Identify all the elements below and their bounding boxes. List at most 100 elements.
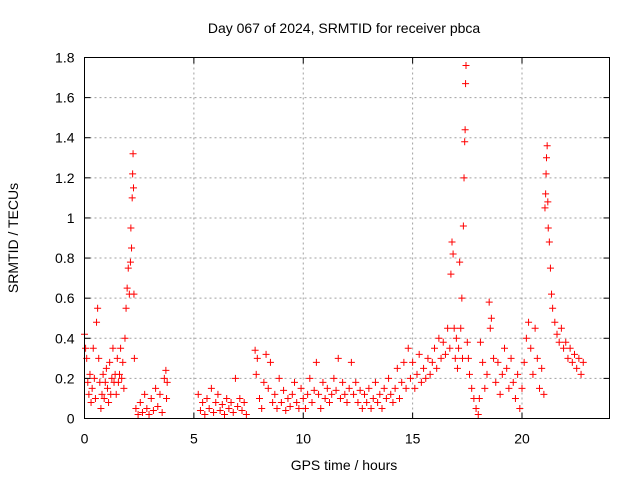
data-point xyxy=(225,404,233,412)
data-point xyxy=(93,318,101,326)
data-point xyxy=(560,344,568,352)
data-point xyxy=(516,404,524,412)
data-point xyxy=(463,338,471,346)
data-point xyxy=(459,354,466,362)
data-point xyxy=(119,358,127,366)
data-point xyxy=(437,354,445,362)
data-point xyxy=(520,358,528,366)
data-point xyxy=(227,398,235,406)
data-point xyxy=(347,358,355,366)
data-point xyxy=(345,384,353,392)
data-point xyxy=(94,304,102,312)
data-point xyxy=(544,224,552,232)
data-point xyxy=(409,358,417,366)
data-point xyxy=(163,394,171,402)
data-point xyxy=(354,398,362,406)
y-tick-label: 0.4 xyxy=(55,330,75,346)
data-point xyxy=(466,370,473,378)
data-point xyxy=(562,338,570,346)
data-point xyxy=(317,404,325,412)
data-point xyxy=(132,404,140,412)
data-point xyxy=(264,384,272,392)
data-point xyxy=(216,406,224,414)
data-point xyxy=(350,390,358,398)
data-point xyxy=(91,394,99,402)
data-point xyxy=(507,354,515,362)
data-point xyxy=(378,404,386,412)
data-point xyxy=(236,394,244,402)
data-point xyxy=(446,344,454,352)
data-point xyxy=(433,364,441,372)
data-point xyxy=(163,378,171,386)
x-tick-label: 20 xyxy=(514,431,530,447)
data-point xyxy=(280,386,288,394)
data-point xyxy=(214,390,222,398)
data-point xyxy=(439,338,447,346)
data-point xyxy=(531,324,539,332)
data-point xyxy=(459,222,467,230)
data-point xyxy=(435,334,443,342)
data-point xyxy=(475,394,483,402)
data-point xyxy=(339,378,347,386)
data-point xyxy=(571,350,578,358)
data-point xyxy=(472,404,480,412)
data-point xyxy=(126,258,134,266)
data-point xyxy=(297,384,305,392)
data-point xyxy=(356,386,364,394)
x-tick-label: 10 xyxy=(295,431,311,447)
data-point xyxy=(145,410,153,418)
data-point xyxy=(271,390,279,398)
data-point xyxy=(382,394,390,402)
data-points-layer xyxy=(81,62,587,418)
data-point xyxy=(273,404,281,412)
data-point xyxy=(334,354,342,362)
data-point xyxy=(138,408,146,416)
data-point xyxy=(422,374,430,382)
data-point xyxy=(306,374,314,382)
data-point xyxy=(529,370,537,378)
data-point xyxy=(128,244,136,252)
data-point xyxy=(456,258,464,266)
data-point xyxy=(444,324,452,332)
data-point xyxy=(288,390,296,398)
chart-title: Day 067 of 2024, SRMTID for receiver pbc… xyxy=(208,20,481,36)
data-point xyxy=(505,384,513,392)
data-point xyxy=(374,398,382,406)
data-point xyxy=(162,366,170,374)
data-point xyxy=(546,264,554,272)
data-point xyxy=(543,142,551,150)
y-tick-label: 1.6 xyxy=(55,90,75,106)
data-point xyxy=(315,390,323,398)
y-tick-label: 0.2 xyxy=(55,370,75,386)
plot-frame xyxy=(84,57,610,419)
data-point xyxy=(330,374,338,382)
data-point xyxy=(86,370,94,378)
data-point xyxy=(564,354,572,362)
data-point xyxy=(518,384,526,392)
data-point xyxy=(450,324,458,332)
data-point xyxy=(417,378,425,386)
data-point xyxy=(156,390,164,398)
data-point xyxy=(109,344,117,352)
data-point xyxy=(404,344,412,352)
data-point xyxy=(130,290,138,298)
data-point xyxy=(293,398,301,406)
data-point xyxy=(218,400,226,408)
data-point xyxy=(238,406,246,414)
data-point xyxy=(447,270,455,278)
x-tick-label: 5 xyxy=(190,431,198,447)
data-point xyxy=(130,354,138,362)
data-point xyxy=(391,384,399,392)
data-point xyxy=(462,62,470,70)
data-point xyxy=(542,170,550,178)
data-point xyxy=(536,384,543,392)
data-point xyxy=(321,394,329,402)
data-point xyxy=(194,390,202,398)
data-point xyxy=(103,384,111,392)
data-point xyxy=(411,384,419,392)
data-point xyxy=(87,398,95,406)
data-point xyxy=(258,404,266,412)
data-point xyxy=(101,378,109,386)
data-point xyxy=(503,364,511,372)
data-point xyxy=(461,126,469,134)
